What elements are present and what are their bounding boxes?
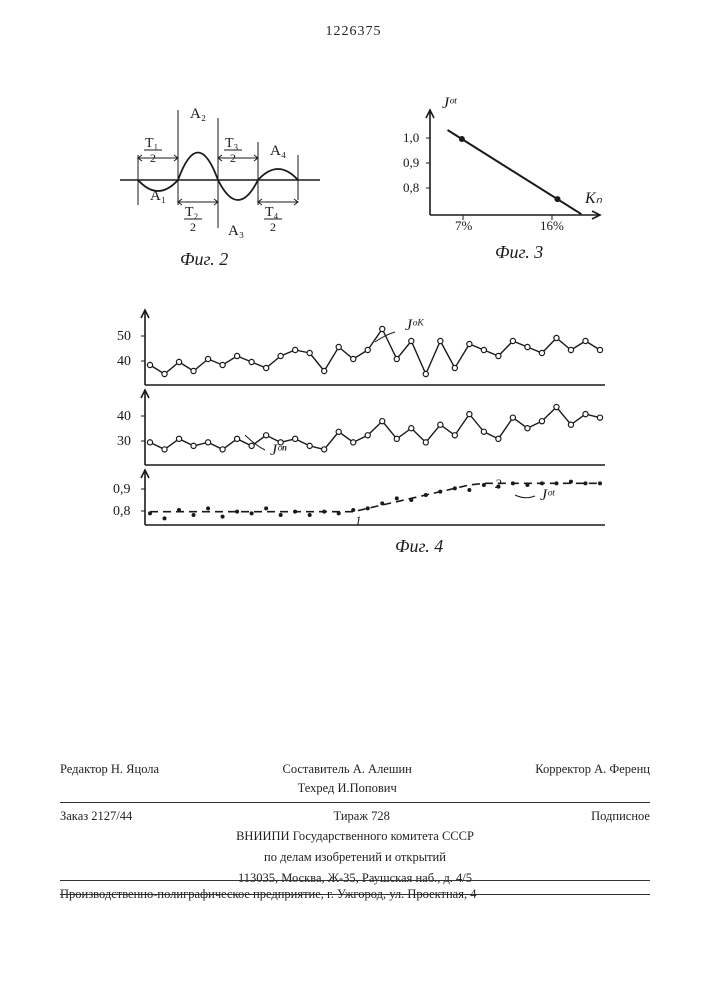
svg-text:T₁: T₁ — [145, 136, 158, 151]
svg-text:1,0: 1,0 — [403, 130, 419, 145]
compiler: Составитель А. Алешин — [282, 762, 411, 776]
fig2-group: T₁2 T₃2 T₂2 T₄2 A₁ A₂ A₃ A₄ Фиг. 2 — [120, 106, 320, 269]
svg-text:T₃: T₃ — [225, 136, 239, 151]
svg-text:Jᵒᵗ: Jᵒᵗ — [540, 487, 556, 504]
credits-top-row: Редактор Н. Яцола Составитель А. Алешин … — [60, 760, 650, 803]
svg-text:2: 2 — [270, 220, 276, 234]
order: Заказ 2127/44 — [60, 807, 132, 826]
svg-text:40: 40 — [117, 409, 131, 424]
svg-text:Jᵒᴷ: Jᵒᴷ — [405, 317, 425, 334]
svg-text:30: 30 — [117, 434, 131, 449]
svg-text:T₂: T₂ — [185, 205, 199, 220]
svg-text:1: 1 — [355, 513, 362, 528]
svg-text:50: 50 — [117, 329, 131, 344]
svg-text:A₁: A₁ — [150, 188, 166, 204]
svg-text:0,9: 0,9 — [113, 482, 131, 497]
editor: Редактор Н. Яцола — [60, 760, 159, 798]
svg-text:0,9: 0,9 — [403, 155, 419, 170]
svg-text:2: 2 — [190, 220, 196, 234]
svg-text:Jᵒᵗ: Jᵒᵗ — [442, 95, 458, 112]
figures-top-row: T₁2 T₃2 T₂2 T₄2 A₁ A₂ A₃ A₄ Фиг. 2 Jᵒᵗ K… — [110, 90, 610, 280]
techred: Техред И.Попович — [298, 781, 397, 795]
page-number: 1226375 — [0, 24, 707, 40]
svg-text:Фиг. 3: Фиг. 3 — [495, 242, 543, 262]
svg-text:0,8: 0,8 — [113, 504, 131, 519]
svg-text:Jᵒⁿ: Jᵒⁿ — [270, 442, 287, 459]
svg-text:0,8: 0,8 — [403, 180, 419, 195]
tirazh: Тираж 728 — [334, 807, 390, 826]
fig4-svg: 50 40 Jᵒᴷ 40 30 Jᵒⁿ — [95, 300, 615, 560]
svg-text:2: 2 — [495, 476, 502, 491]
svg-text:Фиг. 4: Фиг. 4 — [395, 536, 443, 556]
credits-block: Редактор Н. Яцола Составитель А. Алешин … — [60, 760, 650, 895]
fig2-fig3-svg: T₁2 T₃2 T₂2 T₄2 A₁ A₂ A₃ A₄ Фиг. 2 Jᵒᵗ K… — [110, 90, 610, 280]
org2: по делам изобретений и открытий — [60, 846, 650, 867]
fig4-container: 50 40 Jᵒᴷ 40 30 Jᵒⁿ — [95, 300, 615, 560]
svg-text:7%: 7% — [455, 218, 473, 233]
subscript: Подписное — [591, 807, 650, 826]
svg-text:A₂: A₂ — [190, 106, 206, 122]
svg-text:2: 2 — [150, 151, 156, 165]
svg-text:2: 2 — [230, 151, 236, 165]
svg-text:40: 40 — [117, 354, 131, 369]
svg-text:Фиг. 2: Фиг. 2 — [180, 249, 228, 269]
svg-text:16%: 16% — [540, 218, 564, 233]
svg-text:T₄: T₄ — [265, 205, 279, 220]
corrector: Корректор А. Ференц — [535, 760, 650, 798]
svg-text:A₃: A₃ — [228, 223, 244, 239]
footer: Производственно-полиграфическое предприя… — [60, 880, 650, 902]
fig3-group: Jᵒᵗ Kₙ 1,0 0,9 0,8 7% 16% — [403, 95, 603, 262]
svg-text:A₄: A₄ — [270, 143, 286, 159]
svg-text:Kₙ: Kₙ — [584, 190, 603, 207]
org1: ВНИИПИ Государственного комитета СССР — [60, 825, 650, 846]
